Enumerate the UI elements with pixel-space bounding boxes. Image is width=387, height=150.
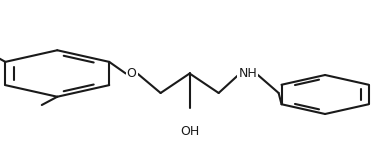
Text: O: O	[127, 67, 137, 80]
Text: OH: OH	[180, 125, 199, 138]
Text: NH: NH	[238, 67, 257, 80]
